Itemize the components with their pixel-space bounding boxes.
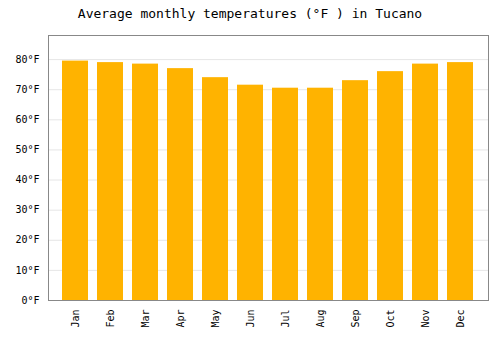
svg-text:10°F: 10°F xyxy=(15,265,39,276)
svg-text:80°F: 80°F xyxy=(15,54,39,65)
svg-text:Mar: Mar xyxy=(140,310,151,328)
svg-text:Oct: Oct xyxy=(385,310,396,328)
html-text:Average monthly temperatures (: Average monthly temperatures (°F ) in Tu… xyxy=(77,6,423,21)
svg-text:30°F: 30°F xyxy=(15,204,39,215)
svg-text:20°F: 20°F xyxy=(15,234,39,245)
svg-text:Jan: Jan xyxy=(70,310,81,328)
svg-text:Nov: Nov xyxy=(420,310,431,328)
svg-text:50°F: 50°F xyxy=(15,144,39,155)
svg-text:Sep: Sep xyxy=(350,310,361,328)
svg-text:0°F: 0°F xyxy=(21,295,39,306)
svg-text:Dec: Dec xyxy=(455,310,466,328)
svg-text:Jun: Jun xyxy=(245,310,256,328)
svg-text:70°F: 70°F xyxy=(15,84,39,95)
svg-text:Apr: Apr xyxy=(175,310,186,328)
svg-text:Feb: Feb xyxy=(105,310,116,328)
svg-text:40°F: 40°F xyxy=(15,174,39,185)
svg-text:Aug: Aug xyxy=(315,310,326,328)
svg-text:Jul: Jul xyxy=(280,310,291,328)
svg-text:May: May xyxy=(210,310,221,328)
svg-text:60°F: 60°F xyxy=(15,114,39,125)
